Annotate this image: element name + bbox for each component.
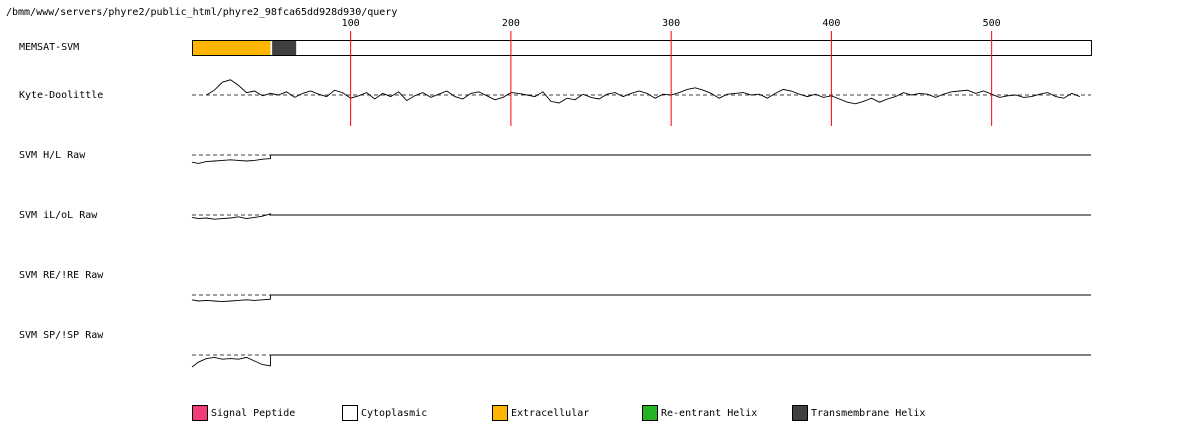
memsat-topology-bar: [192, 40, 1092, 56]
svm-spisp-series-line: [191, 355, 271, 368]
track-label-reire: SVM RE/!RE Raw: [19, 270, 104, 281]
track-labels: Kyte-Doolittle SVM H/L Raw SVM iL/oL Raw SV…: [19, 90, 104, 341]
legend-label-extracellular: Extracellular: [511, 408, 589, 419]
legend-label-re_entrant_helix: Re-entrant Helix: [661, 408, 757, 419]
legend-swatch-extracellular: [492, 405, 508, 421]
memsat-label: MEMSAT-SVM: [19, 42, 79, 53]
x-tick-label-500: 500: [983, 18, 1001, 29]
svm-ilol-series-line: [191, 213, 271, 220]
tracks: [191, 79, 1091, 368]
legend-swatch-signal_peptide: [192, 405, 208, 421]
legend: Signal Peptide Cytoplasmic Extracellular Re…: [192, 405, 925, 421]
x-tick-label-400: 400: [822, 18, 840, 29]
x-tick-label-200: 200: [502, 18, 520, 29]
legend-label-transmembrane_helix: Transmembrane Helix: [811, 408, 925, 419]
legend-label-cytoplasmic: Cytoplasmic: [361, 408, 427, 419]
track-label-hl: SVM H/L Raw: [19, 150, 86, 161]
memsat-segment-extracellular: [192, 40, 271, 55]
track-label-kd: Kyte-Doolittle: [19, 90, 103, 101]
track-label-spisp: SVM SP/!SP Raw: [19, 330, 104, 341]
kd-series-line: [206, 79, 1080, 105]
x-tick-label-300: 300: [662, 18, 680, 29]
legend-swatch-re_entrant_helix: [642, 405, 658, 421]
memsat-bar-outline: [192, 40, 1092, 56]
position-markers: [350, 31, 993, 126]
memsat-segment-cytoplasmic: [297, 40, 1091, 55]
legend-swatch-transmembrane_helix: [792, 405, 808, 421]
memsat-segment-transmembrane_helix: [272, 40, 297, 55]
svm-reire-series-line: [191, 295, 271, 303]
x-tick-label-100: 100: [342, 18, 360, 29]
legend-swatch-cytoplasmic: [342, 405, 358, 421]
chart-title: /bmm/www/servers/phyre2/public_html/phyr…: [6, 7, 397, 18]
x-axis-ticks: 100 200 300 400 500: [342, 18, 1001, 29]
track-label-ilol: SVM iL/oL Raw: [19, 210, 98, 221]
legend-label-signal_peptide: Signal Peptide: [211, 408, 295, 419]
svm-hl-series-line: [191, 155, 271, 164]
